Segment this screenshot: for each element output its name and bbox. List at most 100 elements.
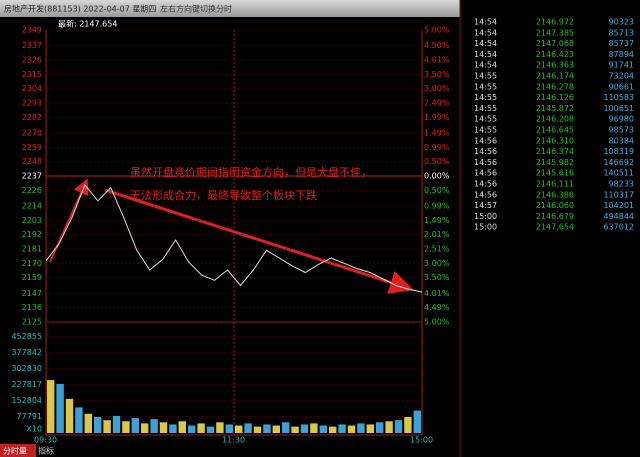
trade-volume: 110583 xyxy=(603,93,634,102)
trade-volume: 87894 xyxy=(609,50,634,59)
trade-volume: 637012 xyxy=(603,223,634,232)
volume-tick-label: 227817 xyxy=(11,380,42,389)
volume-tick-label: 152804 xyxy=(11,396,42,405)
trade-time: 14:56 xyxy=(474,169,497,178)
price-tick-label: 2159 xyxy=(22,273,42,282)
trade-time: 14:54 xyxy=(474,61,497,70)
trade-time: 14:57 xyxy=(474,201,497,210)
tab[interactable] xyxy=(0,444,36,457)
annotation: 虽然开盘竞价期间指明资金方向，但是大盘不佳， xyxy=(130,165,372,179)
pct-tick-label: 4.50% xyxy=(424,41,450,50)
trade-price: 2147.654 xyxy=(536,223,574,232)
volume-bar xyxy=(178,421,186,433)
tab-label[interactable]: 分时量 xyxy=(3,446,27,456)
trade-volume: 96980 xyxy=(609,115,634,124)
tab-label[interactable]: 指标 xyxy=(38,446,54,456)
trade-volume: 494844 xyxy=(603,212,634,221)
trade-time: 14:56 xyxy=(474,180,497,189)
trade-volume: 85737 xyxy=(609,39,634,48)
price-tick-label: 2203 xyxy=(22,216,42,225)
trade-price: 2146.174 xyxy=(536,72,574,81)
volume-tick-label: 302830 xyxy=(11,364,42,373)
price-tick-label: 2270 xyxy=(22,128,42,137)
price-tick-label: 2349 xyxy=(22,26,42,35)
volume-bar xyxy=(366,424,374,433)
volume-bar xyxy=(404,416,412,433)
arrow-up xyxy=(49,178,89,263)
pct-tick-label: 1.49% xyxy=(424,128,450,137)
pct-tick-label: 0.99% xyxy=(424,201,450,210)
price-tick-label: 2226 xyxy=(22,186,42,195)
price-tick-label: 2259 xyxy=(22,143,42,152)
volume-bar xyxy=(169,424,177,433)
arrow-down xyxy=(104,188,414,294)
volume-bar xyxy=(141,423,149,433)
volume-bar xyxy=(150,419,158,433)
volume-bar xyxy=(65,398,74,433)
pct-tick-label: 0.50% xyxy=(424,186,450,195)
trade-time: 14:54 xyxy=(474,28,497,37)
trade-volume: 108319 xyxy=(603,147,634,156)
pct-tick-label: 4.49% xyxy=(424,303,450,312)
volume-tick-label: 377842 xyxy=(11,348,42,357)
trade-volume: 146692 xyxy=(603,158,634,167)
volume-bar xyxy=(413,410,421,433)
trade-time: 14:55 xyxy=(474,126,497,135)
trade-price: 2146.310 xyxy=(536,136,574,145)
volume-bar xyxy=(310,423,318,433)
trade-volume: 98573 xyxy=(609,126,634,135)
volume-bar xyxy=(244,423,252,433)
pct-tick-label: 2.01% xyxy=(424,230,450,239)
trade-time: 14:55 xyxy=(474,72,497,81)
volume-bar xyxy=(235,425,243,433)
volume-bar xyxy=(47,380,55,433)
trade-price: 2146.060 xyxy=(536,201,574,210)
trade-time: 15:00 xyxy=(474,212,497,221)
trade-price: 2145.616 xyxy=(536,169,574,178)
volume-bar xyxy=(103,420,111,433)
trade-time: 14:56 xyxy=(474,136,497,145)
volume-bar xyxy=(216,422,224,433)
title-bar xyxy=(0,0,460,17)
price-tick-label: 2214 xyxy=(22,201,42,210)
price-tick-label: 2248 xyxy=(22,157,42,166)
volume-bar xyxy=(319,425,327,433)
trade-price: 2146.363 xyxy=(536,61,574,70)
volume-tick-label: 452855 xyxy=(11,332,42,341)
price-tick-label: 2237 xyxy=(22,172,42,181)
time-label: 15:00 xyxy=(410,436,433,445)
pct-tick-label: 0.00% xyxy=(424,172,450,181)
trade-time: 14:55 xyxy=(474,115,497,124)
pct-tick-label: 0.50% xyxy=(424,157,450,166)
trade-time: 14:55 xyxy=(474,104,497,113)
trade-volume: 85713 xyxy=(609,28,634,37)
trade-volume: 80384 xyxy=(609,136,634,145)
pct-tick-label: 2.49% xyxy=(424,99,450,108)
trade-price: 2146.374 xyxy=(536,147,574,156)
annotation: 无法形成合力，最终导致整个板块下跌 xyxy=(130,188,317,202)
trade-price: 2147.385 xyxy=(536,28,574,37)
price-tick-label: 2282 xyxy=(22,113,42,122)
hint: 左右方向键切换分时 xyxy=(160,4,232,14)
trade-time: 14:56 xyxy=(474,190,497,199)
trade-price: 2146.645 xyxy=(536,126,574,135)
trade-time: 14:56 xyxy=(474,158,497,167)
pct-tick-label: 3.00% xyxy=(424,84,450,93)
volume-bar xyxy=(376,422,384,433)
trade-price: 2146.278 xyxy=(536,82,574,91)
volume-bar xyxy=(56,383,64,433)
volume-bar xyxy=(94,416,102,433)
trade-price: 2146.208 xyxy=(536,115,574,124)
pct-tick-label: 5.00% xyxy=(424,318,450,327)
volume-tick-label: 77791 xyxy=(17,412,42,421)
pct-tick-label: 1.99% xyxy=(424,113,450,122)
trade-price: 2146.386 xyxy=(536,190,574,199)
title: 房地产开发(881153) 2022-04-07 星期四 xyxy=(4,4,156,14)
trade-volume: 90323 xyxy=(609,18,634,27)
pct-tick-label: 1.49% xyxy=(424,216,450,225)
trade-volume: 100651 xyxy=(603,104,634,113)
latest-price: 最新: 2147.654 xyxy=(58,19,117,29)
pct-tick-label: 2.51% xyxy=(424,245,450,254)
volume-bar xyxy=(263,424,271,433)
